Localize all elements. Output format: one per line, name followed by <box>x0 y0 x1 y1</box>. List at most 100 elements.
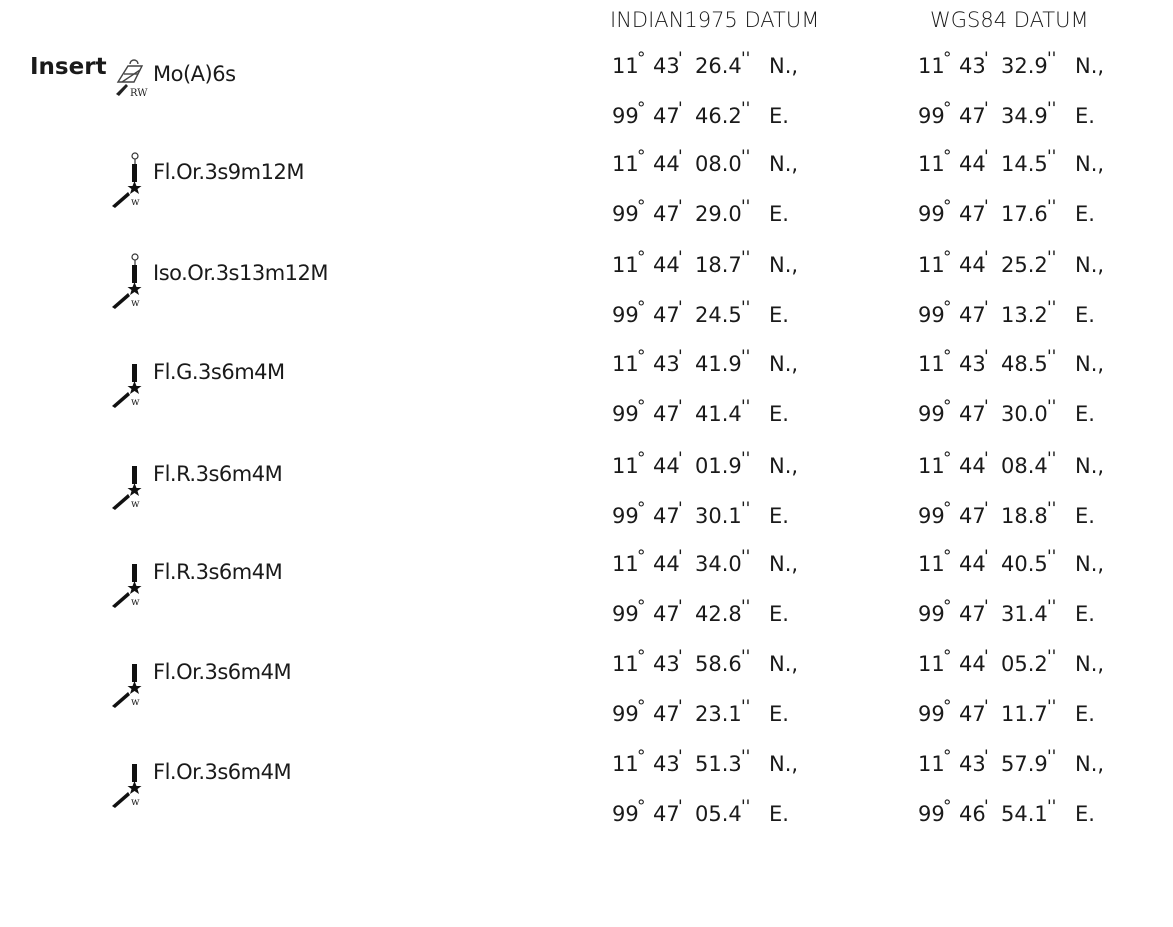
hemisphere: E. <box>1075 802 1095 826</box>
min-value: 47 <box>959 104 986 128</box>
min-value: 43 <box>653 352 680 376</box>
deg-symbol: ° <box>943 298 952 318</box>
sec-symbol: '' <box>1047 547 1057 567</box>
deg-value: 11 <box>612 752 639 776</box>
sec-symbol: '' <box>741 49 751 69</box>
sec-symbol: '' <box>1047 347 1057 367</box>
svg-text:w: w <box>131 697 140 708</box>
sec-symbol: '' <box>1047 647 1057 667</box>
deg-value: 11 <box>612 253 639 277</box>
deg-value: 99 <box>918 702 945 726</box>
svg-text:w: w <box>131 797 140 808</box>
sec-value: 18.7 <box>695 253 742 277</box>
sec-value: 31.4 <box>1001 602 1048 626</box>
light-characteristic: Fl.G.3s6m4M <box>153 360 285 384</box>
sec-value: 51.3 <box>695 752 742 776</box>
hemisphere: N., <box>769 454 799 478</box>
deg-symbol: ° <box>637 547 646 567</box>
min-value: 44 <box>653 152 680 176</box>
hemisphere: E. <box>769 702 789 726</box>
min-value: 44 <box>959 253 986 277</box>
sec-symbol: '' <box>1047 397 1057 417</box>
deg-symbol: ° <box>637 499 646 519</box>
min-symbol: ' <box>678 597 683 617</box>
min-symbol: ' <box>678 397 683 417</box>
hemisphere: E. <box>769 104 789 128</box>
min-value: 47 <box>653 504 680 528</box>
indian-datum-header: INDIAN1975 DATUM <box>610 8 820 32</box>
deg-symbol: ° <box>637 697 646 717</box>
sec-symbol: '' <box>1047 197 1057 217</box>
deg-value: 11 <box>612 652 639 676</box>
hemisphere: N., <box>769 552 799 576</box>
sec-value: 30.0 <box>1001 402 1048 426</box>
min-symbol: ' <box>984 298 989 318</box>
sec-value: 41.9 <box>695 352 742 376</box>
deg-value: 99 <box>612 602 639 626</box>
sec-symbol: '' <box>1047 797 1057 817</box>
sec-symbol: '' <box>741 147 751 167</box>
deg-symbol: ° <box>943 697 952 717</box>
deg-value: 99 <box>918 202 945 226</box>
sec-value: 48.5 <box>1001 352 1048 376</box>
wgs84-datum-header: WGS84 DATUM <box>930 8 1089 32</box>
hemisphere: N., <box>1075 652 1105 676</box>
mooring-buoy-rw-icon: RW <box>110 52 160 112</box>
hemisphere: N., <box>1075 54 1105 78</box>
light-beacon-icon: w <box>110 350 160 410</box>
deg-value: 99 <box>612 802 639 826</box>
min-value: 47 <box>959 702 986 726</box>
sec-value: 05.2 <box>1001 652 1048 676</box>
deg-value: 11 <box>918 552 945 576</box>
light-beacon-icon: w <box>110 650 160 710</box>
deg-symbol: ° <box>943 99 952 119</box>
navaid-entry: w Fl.Or.3s6m4M 11 ° 43 ' 51.3 '' N., 99 ° 47 ' 05.4 ''… <box>0 747 1173 850</box>
sec-value: 32.9 <box>1001 54 1048 78</box>
sec-symbol: '' <box>741 449 751 469</box>
deg-symbol: ° <box>637 248 646 268</box>
min-symbol: ' <box>984 248 989 268</box>
hemisphere: N., <box>1075 352 1105 376</box>
deg-symbol: ° <box>637 49 646 69</box>
sec-value: 23.1 <box>695 702 742 726</box>
min-symbol: ' <box>678 547 683 567</box>
deg-symbol: ° <box>637 347 646 367</box>
min-symbol: ' <box>984 147 989 167</box>
svg-text:w: w <box>131 197 140 208</box>
deg-value: 11 <box>612 352 639 376</box>
min-value: 44 <box>959 152 986 176</box>
min-symbol: ' <box>678 499 683 519</box>
deg-symbol: ° <box>943 197 952 217</box>
sec-symbol: '' <box>1047 449 1057 469</box>
sec-symbol: '' <box>741 397 751 417</box>
deg-value: 99 <box>612 402 639 426</box>
deg-symbol: ° <box>943 147 952 167</box>
deg-symbol: ° <box>943 499 952 519</box>
min-value: 47 <box>653 202 680 226</box>
hemisphere: N., <box>769 253 799 277</box>
min-symbol: ' <box>984 547 989 567</box>
min-value: 47 <box>959 402 986 426</box>
min-symbol: ' <box>678 248 683 268</box>
light-characteristic: Fl.Or.3s9m12M <box>153 160 304 184</box>
light-characteristic: Iso.Or.3s13m12M <box>153 261 329 285</box>
deg-symbol: ° <box>943 647 952 667</box>
min-value: 47 <box>653 702 680 726</box>
sec-symbol: '' <box>1047 49 1057 69</box>
deg-value: 99 <box>612 104 639 128</box>
sec-symbol: '' <box>1047 298 1057 318</box>
svg-text:RW: RW <box>130 88 148 99</box>
sec-symbol: '' <box>1047 597 1057 617</box>
sec-value: 42.8 <box>695 602 742 626</box>
hemisphere: E. <box>769 602 789 626</box>
min-value: 43 <box>653 752 680 776</box>
min-value: 44 <box>653 253 680 277</box>
light-beacon-topmark-icon: w <box>110 150 160 210</box>
min-symbol: ' <box>984 49 989 69</box>
hemisphere: N., <box>1075 552 1105 576</box>
deg-value: 99 <box>612 702 639 726</box>
min-symbol: ' <box>984 347 989 367</box>
min-symbol: ' <box>678 747 683 767</box>
deg-symbol: ° <box>943 248 952 268</box>
sec-symbol: '' <box>741 597 751 617</box>
